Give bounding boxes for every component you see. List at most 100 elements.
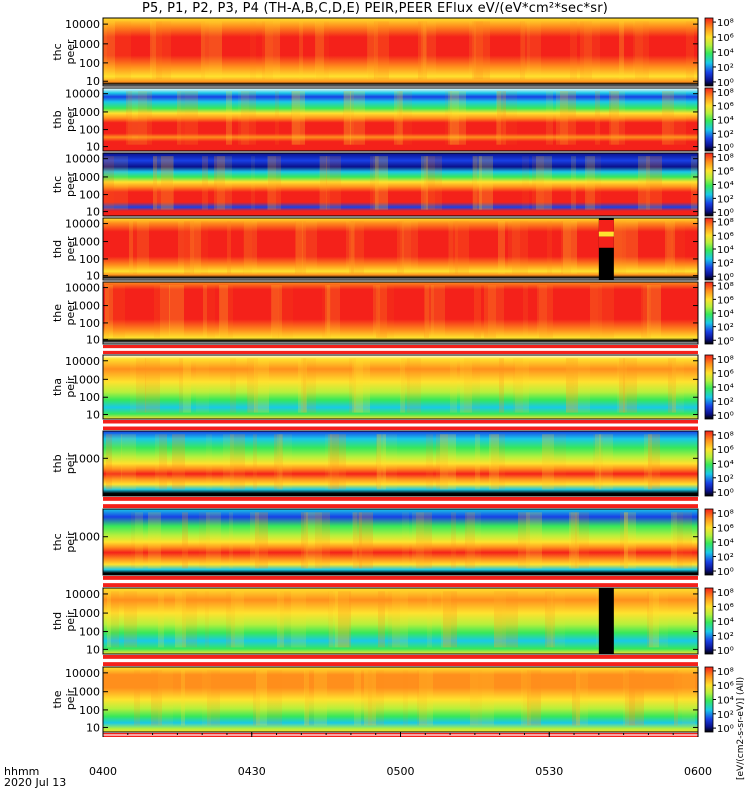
texture-band [502,591,518,648]
texture-band [132,91,147,145]
texture-band [172,434,185,490]
texture-band [121,434,136,490]
panel-frame [102,430,699,497]
texture-band [624,512,636,569]
texture-band [532,156,544,210]
y-tick-label: 100 [79,124,100,137]
texture-band [247,358,258,413]
panel-thb-peir: 1000 thb peir [51,430,699,497]
panel-label-product: peer [64,39,77,65]
y-tick-label: 10 [86,409,100,422]
texture-band [190,221,201,274]
texture-band [202,670,211,726]
texture-band [416,512,432,569]
texture-band [595,434,601,490]
texture-band [424,285,429,338]
texture-band [441,591,451,648]
texture-band [542,434,554,490]
texture-band [536,156,552,210]
colorbar-6: 10⁸ 10⁶ 10⁴ 10² 10⁰ [704,430,734,499]
texture-band [484,285,496,338]
texture-band [629,670,644,726]
texture-band [103,21,107,80]
texture-band [590,285,598,338]
panel-label-probe: thd [51,612,64,630]
texture-band [325,434,332,490]
texture-band [124,591,137,648]
flag-strip-gap-4 [103,658,698,663]
texture-band [183,358,191,413]
texture-band [152,21,162,80]
texture-band [298,358,307,413]
texture-band [426,434,433,490]
texture-band [467,512,481,569]
texture-band [563,221,577,274]
colorbar-0: 10⁸ 10⁶ 10⁴ 10² 10⁰ [704,17,734,89]
texture-band [622,221,638,274]
colorbar-fill [704,217,714,281]
y-tick-label: 1000 [72,38,100,51]
texture-band [546,91,553,145]
texture-band [575,512,589,569]
texture-band [494,591,506,648]
texture-band [296,221,303,274]
texture-band [277,434,282,490]
texture-band [427,591,432,648]
panel-label-product: peer [64,172,77,198]
texture-band [265,21,280,80]
texture-band [574,358,590,413]
texture-band [585,156,595,210]
panel-frame [102,17,699,87]
texture-band [672,358,676,413]
texture-band [115,21,131,80]
flag-strip-gap-0 [103,348,698,351]
texture-band [227,221,231,274]
spectrogram-9 [103,667,698,732]
texture-band [230,434,245,490]
texture-band [158,591,164,648]
texture-band [584,21,600,80]
texture-band [545,591,555,648]
texture-band [547,591,553,648]
colorbar-2: 10⁸ 10⁶ 10⁴ 10² 10⁰ [704,152,734,219]
texture-band [523,670,529,726]
colorbar-4: 10⁸ 10⁶ 10⁴ 10² 10⁰ [704,281,734,347]
texture-band [209,21,222,80]
texture-band [539,285,553,338]
texture-band [614,221,622,274]
chart-title: P5, P1, P2, P3, P4 (TH-A,B,C,D,E) PEIR,P… [141,1,609,16]
panel-label-product: peir [64,376,77,398]
colorbar-tick-label: 10⁰ [717,143,734,154]
texture-band [488,285,504,338]
colorbar-tick-label: 10⁸ [717,509,734,520]
texture-band [179,358,183,413]
y-tick-label: 10000 [65,88,100,101]
texture-band [662,91,670,145]
texture-band [328,434,339,490]
colorbar-tick-label: 10⁸ [717,153,734,164]
panel-thd-peer: 10000 1000 100 10 thd peer [51,217,699,283]
texture-band [474,285,481,338]
texture-band [677,512,692,569]
texture-band [551,591,565,648]
panel-label-probe: thd [51,240,64,258]
colorbar-tick-label: 10⁸ [717,667,734,678]
texture-band [329,591,338,648]
texture-band [304,512,315,569]
texture-band [419,670,433,726]
texture-band [662,91,674,145]
texture-band [653,591,668,648]
texture-band [378,285,394,338]
colorbar-8: 10⁸ 10⁶ 10⁴ 10² 10⁰ [704,587,734,657]
colorbar-tick-label: 10² [717,63,734,74]
texture-band [178,221,184,274]
texture-band [665,221,675,274]
colorbar-tick-label: 10⁸ [717,88,734,99]
texture-band [494,591,502,648]
y-tick-label: 10 [86,334,100,347]
texture-band [566,358,574,413]
y-tick-label: 10000 [65,153,100,166]
texture-band [349,221,354,274]
colorbar-tick-label: 10⁸ [717,18,734,29]
texture-band [421,156,428,210]
